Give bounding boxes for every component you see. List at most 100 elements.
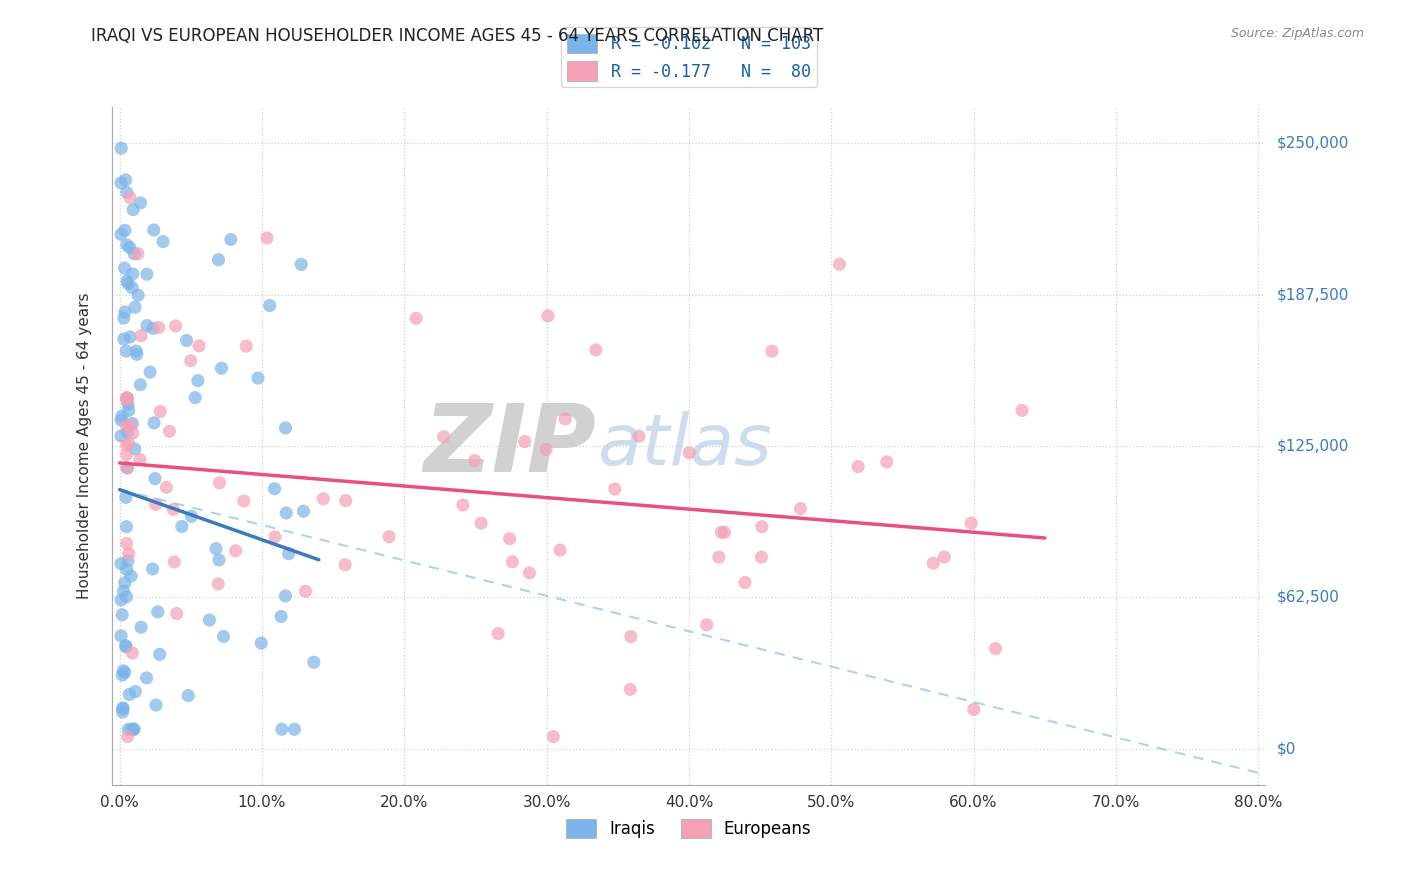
- Point: [115, 438, 138, 452]
- Text: ZIP: ZIP: [423, 400, 596, 492]
- Point: [117, 435, 139, 450]
- Point: [464, 453, 486, 467]
- Point: [619, 682, 641, 697]
- Point: [143, 472, 166, 486]
- Point: [125, 344, 148, 359]
- Point: [115, 391, 138, 405]
- Point: [184, 391, 207, 405]
- Point: [117, 425, 139, 440]
- Point: [256, 231, 278, 245]
- Point: [537, 309, 560, 323]
- Point: [110, 557, 132, 571]
- Point: [124, 442, 146, 456]
- Point: [145, 698, 167, 712]
- Point: [111, 705, 134, 719]
- Point: [115, 590, 138, 604]
- Text: atlas: atlas: [596, 411, 772, 481]
- Point: [208, 553, 231, 567]
- Point: [876, 455, 898, 469]
- Point: [118, 547, 141, 561]
- Point: [922, 556, 945, 570]
- Point: [188, 339, 211, 353]
- Point: [620, 630, 643, 644]
- Point: [118, 418, 141, 433]
- Point: [114, 575, 136, 590]
- Point: [707, 550, 730, 565]
- Point: [124, 300, 146, 314]
- Point: [118, 403, 141, 417]
- Point: [180, 353, 202, 368]
- Point: [111, 701, 134, 715]
- Point: [208, 475, 231, 490]
- Point: [120, 569, 142, 583]
- Point: [146, 605, 169, 619]
- Point: [142, 562, 165, 576]
- Point: [117, 461, 139, 475]
- Point: [934, 549, 956, 564]
- Point: [111, 409, 134, 424]
- Y-axis label: Householder Income Ages 45 - 64 years: Householder Income Ages 45 - 64 years: [77, 293, 91, 599]
- Point: [433, 430, 456, 444]
- Point: [270, 609, 292, 624]
- Point: [115, 536, 138, 550]
- Point: [112, 701, 135, 715]
- Point: [118, 241, 141, 255]
- Point: [115, 562, 138, 576]
- Point: [166, 607, 188, 621]
- Point: [519, 566, 541, 580]
- Point: [751, 550, 773, 565]
- Point: [142, 223, 165, 237]
- Point: [139, 365, 162, 379]
- Point: [112, 664, 135, 678]
- Point: [118, 688, 141, 702]
- Point: [129, 377, 152, 392]
- Text: $187,500: $187,500: [1277, 287, 1348, 302]
- Point: [122, 425, 145, 440]
- Point: [155, 480, 177, 494]
- Point: [290, 257, 312, 271]
- Point: [170, 519, 193, 533]
- Point: [960, 516, 983, 531]
- Point: [117, 554, 139, 568]
- Point: [121, 417, 143, 431]
- Point: [963, 702, 986, 716]
- Text: Source: ZipAtlas.com: Source: ZipAtlas.com: [1230, 27, 1364, 40]
- Point: [603, 482, 626, 496]
- Point: [118, 330, 141, 344]
- Point: [122, 723, 145, 737]
- Point: [696, 617, 718, 632]
- Text: $0: $0: [1277, 741, 1296, 756]
- Point: [235, 339, 257, 353]
- Point: [294, 584, 316, 599]
- Text: $250,000: $250,000: [1277, 136, 1348, 151]
- Point: [149, 648, 172, 662]
- Point: [125, 347, 148, 361]
- Point: [115, 519, 138, 533]
- Point: [751, 519, 773, 533]
- Point: [117, 723, 139, 737]
- Point: [984, 641, 1007, 656]
- Point: [165, 318, 187, 333]
- Point: [207, 252, 229, 267]
- Point: [713, 525, 735, 540]
- Point: [335, 493, 357, 508]
- Legend: Iraqis, Europeans: Iraqis, Europeans: [560, 812, 818, 845]
- Point: [276, 506, 298, 520]
- Point: [121, 723, 143, 737]
- Point: [114, 305, 136, 319]
- Point: [543, 730, 565, 744]
- Point: [734, 575, 756, 590]
- Point: [117, 277, 139, 291]
- Point: [121, 281, 143, 295]
- Point: [135, 671, 157, 685]
- Point: [124, 684, 146, 698]
- Point: [111, 607, 134, 622]
- Point: [115, 392, 138, 407]
- Point: [115, 392, 138, 406]
- Point: [405, 311, 427, 326]
- Point: [470, 516, 492, 530]
- Point: [114, 173, 136, 187]
- Point: [122, 723, 145, 737]
- Point: [312, 491, 335, 506]
- Point: [114, 261, 136, 276]
